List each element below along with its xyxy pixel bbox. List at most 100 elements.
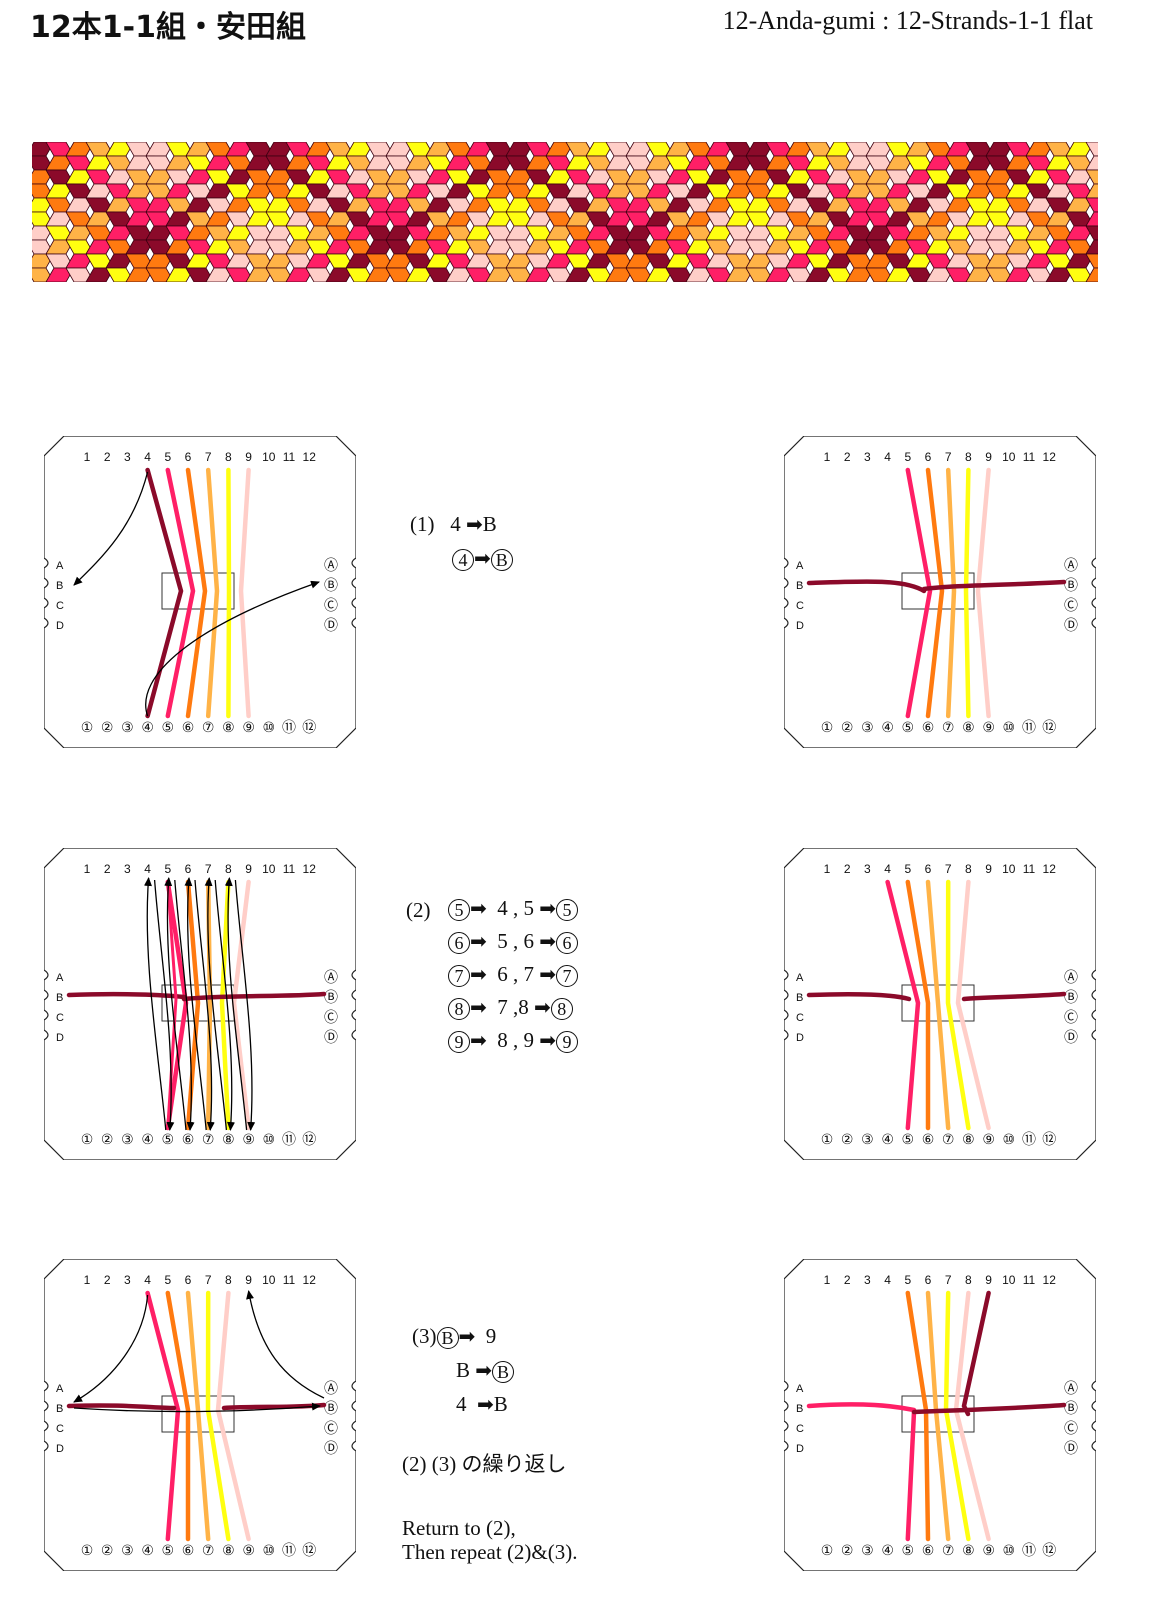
movement-arrow — [214, 879, 235, 1131]
board-top-label: 11 — [283, 450, 296, 464]
braid-cell — [785, 267, 815, 282]
thread-strand — [945, 879, 971, 1131]
right-arrow-icon: ➡ — [470, 995, 487, 1019]
board-top-label: 10 — [1002, 450, 1016, 464]
board-bottom-label: ④ — [881, 1132, 894, 1148]
step3-repeat-english-line2: Then repeat (2)&(3). — [402, 1540, 578, 1564]
board-top-label: 2 — [844, 450, 851, 464]
thread-strand — [205, 467, 220, 719]
board-top-label: 4 — [884, 862, 891, 876]
thread-strand — [231, 879, 251, 1131]
thread-strand — [205, 879, 213, 1131]
board-left-label: B — [56, 992, 63, 1004]
thread-strand — [205, 1290, 231, 1542]
board-left-label: B — [796, 580, 803, 592]
thread-strand — [215, 1290, 251, 1542]
board-bottom-label: ⑧ — [962, 1132, 975, 1148]
step2-row: 9 ➡ 8 , 9 ➡ 9 — [448, 1028, 579, 1054]
right-arrow-icon: ➡ — [474, 546, 491, 570]
thread-strand — [145, 467, 184, 719]
board-bottom-label: ⑧ — [222, 1543, 235, 1559]
board-top-label: 1 — [824, 1273, 831, 1287]
board-bottom-label: ⑧ — [962, 720, 975, 736]
board-bottom-label: ⑪ — [282, 1543, 296, 1559]
board-bottom-label: ⑫ — [1042, 720, 1056, 736]
board-right-label: Ⓒ — [1064, 1421, 1078, 1437]
thread-strand — [961, 991, 1067, 1002]
board-top-label: 11 — [1023, 1273, 1036, 1287]
movement-arrow — [144, 877, 167, 1131]
movement-arrow — [153, 879, 175, 1131]
right-arrow-icon: ➡ — [470, 962, 487, 986]
board-bottom-label: ⑦ — [942, 720, 955, 736]
board-top-label: 4 — [144, 1273, 151, 1287]
step2-row-b: 6 , 7 — [497, 962, 535, 986]
board-top-label: 7 — [945, 1273, 952, 1287]
board-top-label: 9 — [245, 862, 252, 876]
board-top-label: 10 — [262, 1273, 276, 1287]
board-top-label: 2 — [104, 862, 111, 876]
thread-strand — [806, 579, 927, 594]
board-top-label: 10 — [262, 862, 276, 876]
board-left-label: B — [796, 1403, 803, 1415]
board-top-label: 2 — [844, 862, 851, 876]
board-bottom-label: ⑦ — [942, 1132, 955, 1148]
board-bottom-label: ② — [101, 1132, 114, 1148]
step3-line3-to: B — [493, 1392, 508, 1416]
board-bottom-label: ⑩ — [263, 1543, 276, 1559]
board-left-label: C — [56, 1012, 64, 1024]
board-left-label: A — [796, 560, 804, 572]
board-top-label: 11 — [1023, 450, 1036, 464]
board-left-label: C — [796, 1423, 804, 1435]
thread-strand — [925, 467, 945, 719]
board-bottom-label: ③ — [861, 720, 874, 736]
thread-strand — [145, 1290, 181, 1542]
braid-cell — [1085, 225, 1098, 241]
board-bottom-label: ④ — [881, 720, 894, 736]
step1-number: (1) — [410, 512, 435, 536]
thread-strand — [921, 579, 1067, 592]
board-top-label: 5 — [904, 450, 911, 464]
board-bottom-label: ⑧ — [222, 1132, 235, 1148]
braid-cell — [265, 267, 295, 282]
step2-row-c: 9 — [556, 1031, 579, 1054]
braid-cell — [1085, 211, 1098, 227]
step2-row-b: 8 , 9 — [497, 1028, 535, 1052]
step2-row-a: 8 — [448, 998, 470, 1021]
board-bottom-label: ⑩ — [263, 1132, 276, 1148]
board-top-label: 7 — [205, 862, 212, 876]
board-top-label: 10 — [1002, 862, 1016, 876]
board-bottom-label: ⑪ — [282, 1132, 296, 1148]
board-bottom-label: ① — [81, 720, 94, 736]
board-right-label: Ⓐ — [324, 1381, 338, 1397]
board-right-label: Ⓓ — [324, 1030, 338, 1046]
step2-row-c: 5 — [556, 899, 579, 922]
step2-row-b: 4 , 5 — [497, 896, 535, 920]
board-right-label: Ⓒ — [324, 1421, 338, 1437]
thread-strand — [181, 991, 327, 1002]
right-arrow-icon: ➡ — [470, 896, 487, 920]
step1-line2-from: 4 — [452, 549, 474, 572]
board-bottom-label: ⑨ — [982, 1543, 995, 1559]
board-top-label: 4 — [884, 450, 891, 464]
braid-pattern-image — [32, 142, 1098, 282]
thread-strand — [165, 467, 196, 719]
board-top-label: 3 — [124, 862, 131, 876]
thread-strand — [955, 879, 991, 1131]
board-top-label: 12 — [303, 1273, 317, 1287]
braid-cell — [65, 267, 95, 282]
braid-cell — [185, 267, 215, 282]
step1-line2-to: B — [490, 549, 513, 572]
movement-arrow — [184, 877, 207, 1131]
movement-arrow — [164, 877, 187, 1131]
board-top-label: 7 — [205, 450, 212, 464]
board-left-label: B — [796, 992, 803, 1004]
board-bottom-label: ⑧ — [962, 1543, 975, 1559]
step2-row: 5 ➡ 4 , 5 ➡ 5 — [448, 896, 579, 922]
board-top-label: 11 — [1023, 862, 1036, 876]
step3-line1-from: B — [436, 1327, 459, 1350]
board-outline — [44, 436, 356, 748]
board-top-label: 2 — [844, 1273, 851, 1287]
board-right-label: Ⓑ — [324, 578, 338, 594]
